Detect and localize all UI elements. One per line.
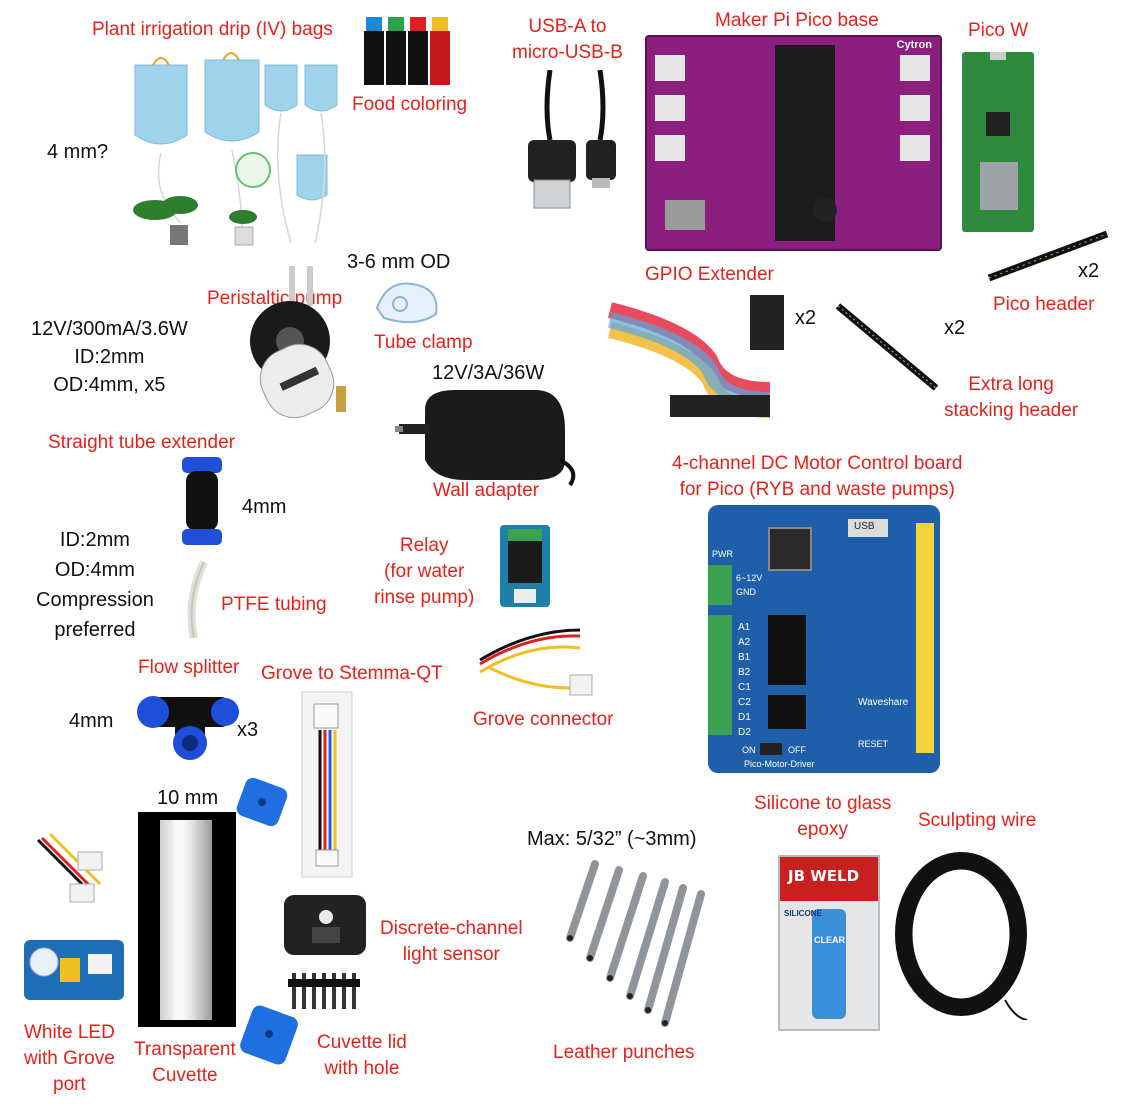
- gpio-extender-label: GPIO Extender: [645, 264, 774, 285]
- wall-adapter-image: [395, 390, 576, 487]
- relay-label: Relay (for water rinse pump): [374, 535, 475, 608]
- cuvette-lid-image-bottom: [240, 1005, 298, 1065]
- wall-adapter-label: Wall adapter: [433, 480, 539, 501]
- motor-gnd-text: GND: [736, 587, 756, 597]
- motor-channel-labels: A1 A2 B1 B2 C1 C2 D1 D2: [738, 620, 751, 740]
- relay-image: [500, 525, 550, 607]
- label-b2: B2: [738, 667, 751, 678]
- label-a2: A2: [738, 637, 751, 648]
- leather-punches-image: [566, 860, 705, 1027]
- pico-header-image: [987, 230, 1109, 282]
- pump-spec-note: 12V/300mA/3.6W ID:2mm OD:4mm, x5: [31, 318, 188, 396]
- grove-stemma-label: Grove to Stemma-QT: [261, 663, 443, 684]
- ptfe-tubing-image: [187, 560, 208, 639]
- header-qty-note: x2: [1078, 260, 1100, 282]
- tube-clamp-label: Tube clamp: [374, 332, 473, 353]
- light-sensor-image: [284, 895, 366, 1009]
- motor-off-text: OFF: [788, 745, 806, 755]
- iv-bags-label: Plant irrigation drip (IV) bags: [92, 19, 333, 40]
- straight-extender-label: Straight tube extender: [48, 432, 235, 453]
- motor-name-text: Pico-Motor-Driver: [744, 759, 815, 769]
- food-coloring-label: Food coloring: [352, 94, 468, 115]
- grove-connector-image: [479, 628, 593, 696]
- cuvette-size-note: 10 mm: [157, 787, 219, 809]
- motor-board-image: USB PWR 6~12V GND A1 A2 B1 B2 C1 C2 D1 D…: [708, 505, 940, 773]
- silicone-word-text: SILICONE: [784, 909, 822, 918]
- white-led-image: [24, 832, 124, 1000]
- stack-qty-note: x2: [944, 317, 966, 339]
- sculpting-wire-image: [895, 852, 1028, 1020]
- extender-size-note: 4mm: [242, 496, 287, 518]
- pico-w-label: Pico W: [968, 20, 1029, 41]
- cuvette-image: [138, 812, 236, 1027]
- motor-usb-text: USB: [854, 521, 875, 532]
- motor-brand-text: Waveshare: [858, 697, 909, 708]
- leather-punches-label: Leather punches: [553, 1042, 695, 1063]
- label-d2: D2: [738, 727, 751, 738]
- gpio-extender-image: [608, 295, 784, 418]
- motor-on-text: ON: [742, 745, 756, 755]
- maker-pi-label: Maker Pi Pico base: [715, 10, 879, 31]
- maker-brand-text: Cytron: [896, 39, 932, 51]
- label-c1: C1: [738, 682, 751, 693]
- silicone-label: Silicone to glass epoxy: [754, 793, 892, 840]
- maker-pi-board-image: Cytron: [645, 35, 942, 251]
- white-led-label: White LED with Grove port: [24, 1022, 115, 1095]
- stacking-header-image: [835, 303, 939, 391]
- food-coloring-image: [364, 17, 450, 85]
- motor-reset-text: RESET: [858, 739, 889, 749]
- motor-pwr-text: PWR: [712, 549, 733, 559]
- usb-cable-label: USB-A to micro-USB-B: [512, 16, 623, 63]
- iv-bags-image: [133, 52, 338, 246]
- straight-extender-image: [182, 457, 222, 545]
- label-d1: D1: [738, 712, 751, 723]
- sculpting-wire-label: Sculpting wire: [918, 810, 1037, 831]
- jb-weld-text: JB WELD: [788, 867, 860, 885]
- tube-clamp-image: [375, 282, 438, 324]
- motor-volt-text: 6~12V: [736, 573, 763, 583]
- cuvette-lid-image-top: [236, 777, 288, 827]
- four-mm-question: 4 mm?: [47, 141, 109, 163]
- flow-splitter-label: Flow splitter: [138, 657, 240, 678]
- pico-header-label: Pico header: [993, 294, 1095, 315]
- tubing-spec-note: ID:2mm OD:4mm Compression preferred: [36, 529, 154, 641]
- punch-max-note: Max: 5/32” (~3mm): [527, 828, 697, 850]
- stacking-header-label: Extra long stacking header: [944, 374, 1079, 421]
- cuvette-label: Transparent Cuvette: [134, 1039, 236, 1086]
- label-c2: C2: [738, 697, 751, 708]
- cuvette-lid-label: Cuvette lid with hole: [317, 1032, 407, 1079]
- adapter-spec-note: 12V/3A/36W: [432, 362, 545, 384]
- clear-text: CLEAR: [814, 935, 845, 945]
- usb-cable-image: [528, 70, 616, 209]
- ptfe-label: PTFE tubing: [221, 594, 327, 615]
- od-range-note: 3-6 mm OD: [347, 251, 451, 273]
- peristaltic-pump-image: [250, 266, 346, 419]
- splitter-size-note: 4mm: [69, 710, 114, 732]
- light-sensor-label: Discrete-channel light sensor: [380, 918, 523, 965]
- grove-stemma-image: [301, 691, 353, 878]
- flow-splitter-image: [137, 696, 239, 760]
- pico-w-image: [962, 52, 1034, 232]
- label-b1: B1: [738, 652, 751, 663]
- motor-board-label: 4-channel DC Motor Control board for Pic…: [672, 453, 963, 500]
- gpio-qty-note: x2: [795, 307, 817, 329]
- silicone-package-image: JB WELD CLEAR SILICONE: [778, 855, 880, 1031]
- label-a1: A1: [738, 622, 751, 633]
- grove-connector-label: Grove connector: [473, 709, 614, 730]
- splitter-qty-note: x3: [237, 719, 259, 741]
